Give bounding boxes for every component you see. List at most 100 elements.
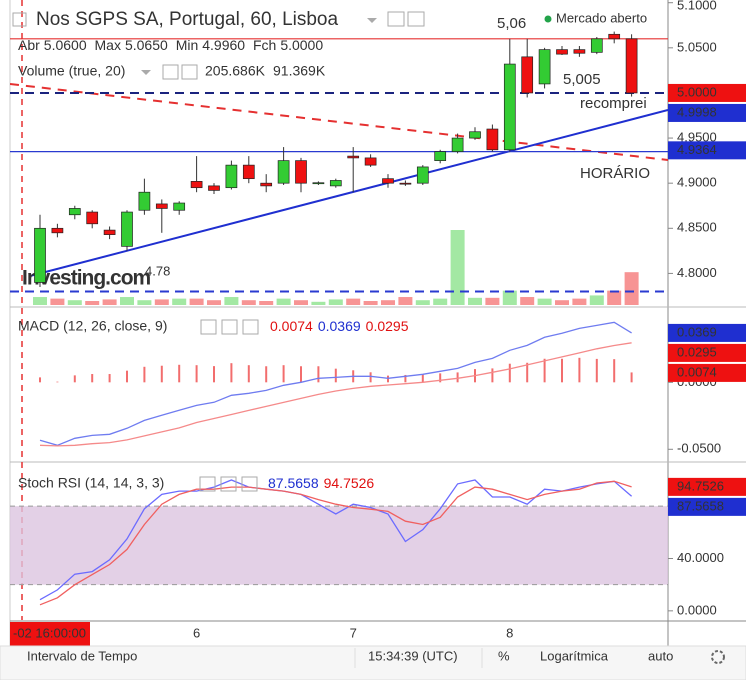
candle-body: [590, 38, 603, 53]
candle-body: [329, 180, 342, 187]
macd-value: 0.0369: [318, 318, 361, 334]
settings-icon[interactable]: [181, 64, 198, 80]
candle-body: [225, 164, 238, 189]
x-tick-label: 6: [193, 625, 200, 640]
volume-bar: [363, 301, 378, 305]
k-value: 87.5658: [268, 475, 319, 491]
dropdown-caret[interactable]: [141, 70, 151, 75]
ohlc-value: 5.0650: [125, 37, 168, 53]
indicator-line: [39, 479, 633, 601]
volume-bar: [311, 301, 326, 305]
macd-title: MACD (12, 26, close, 9): [18, 318, 167, 334]
settings-icon[interactable]: [220, 476, 237, 492]
candle-body: [173, 202, 186, 211]
close-icon[interactable]: [242, 319, 259, 335]
line-label: 5,06: [497, 15, 526, 32]
candle-body: [538, 49, 551, 85]
eye-icon[interactable]: [200, 319, 217, 335]
volume-bar: [50, 298, 65, 305]
volume-bar: [624, 272, 639, 305]
ohlc-label: Abr: [18, 37, 40, 53]
clock: 15:34:39 (UTC): [368, 648, 458, 663]
line-label: 4.78: [145, 263, 170, 278]
eye-icon[interactable]: [387, 11, 405, 27]
volume-bar: [502, 290, 517, 305]
price-marker-label: 87.5658: [677, 498, 724, 513]
volume-bar: [172, 298, 187, 305]
candle-body: [416, 166, 429, 184]
candle-body: [68, 208, 81, 216]
histogram-value: 0.0074: [270, 318, 313, 334]
volume-title: Volume (true, 20): [18, 63, 125, 79]
candle-body: [503, 63, 516, 151]
x-tick-label: 7: [350, 625, 357, 640]
y-tick-label: 5.1000: [677, 0, 717, 12]
auto-button[interactable]: auto: [648, 648, 673, 663]
ohlc-value: 5.0000: [280, 37, 323, 53]
price-marker: [668, 477, 746, 496]
watermark: Investing.com: [22, 267, 151, 290]
stoch-legend: 87.5658 94.7526: [268, 475, 374, 491]
price-marker-label: 0.0369: [677, 324, 717, 339]
price-marker: [668, 103, 746, 122]
volume-bar: [485, 297, 500, 305]
stoch-title: Stoch RSI (14, 14, 3, 3): [18, 475, 164, 491]
chart-title: Nos SGPS SA, Portugal, 60, Lisboa: [36, 9, 338, 30]
eye-icon[interactable]: [162, 64, 179, 80]
indicator-line: [39, 480, 632, 606]
volume-bar: [450, 230, 465, 305]
volume-bar: [520, 297, 535, 305]
percent-button[interactable]: %: [498, 648, 510, 663]
ohlc-value: 5.0600: [44, 37, 87, 53]
dropdown-caret[interactable]: [367, 18, 377, 23]
volume-bar: [468, 297, 482, 305]
y-tick-label: 4.9500: [677, 129, 717, 144]
ohlc-label: Min: [176, 37, 199, 53]
ohlc-legend: Abr 5.0600 Max 5.0650 Min 4.9960 Fch 5.0000: [18, 37, 323, 53]
candle-body: [103, 229, 116, 235]
price-marker-label: 4.9364: [677, 142, 717, 157]
candle-body: [190, 181, 203, 189]
y-tick-label: 5.0500: [677, 39, 717, 54]
candle-body: [34, 227, 46, 283]
eye-icon[interactable]: [199, 476, 216, 492]
candle-body: [382, 178, 394, 184]
line-label: HORÁRIO: [580, 165, 650, 182]
volume-bar: [154, 299, 169, 305]
candle-body: [486, 128, 499, 151]
volume-bar: [381, 300, 395, 305]
plot-area: 5,06 recomprei HORÁRIO 4.78 5,005 Investing.c…: [10, 0, 668, 620]
y-tick-label: 4.9000: [677, 175, 717, 190]
volume-bar: [294, 300, 308, 305]
settings-icon[interactable]: [407, 11, 425, 27]
annotation: 5,005: [563, 71, 601, 88]
y-tick-label: 4.8500: [677, 220, 717, 235]
symbol-icon[interactable]: [12, 12, 27, 27]
candle-body: [51, 227, 64, 234]
y-tick-label: 40.0000: [677, 550, 724, 565]
candle-body: [86, 211, 99, 225]
volume-bar: [67, 300, 82, 305]
price-marker: [668, 323, 746, 342]
volume-ma: 91.369K: [273, 63, 326, 79]
volume-bar: [537, 298, 552, 305]
range-button[interactable]: Intervalo de Tempo: [27, 648, 137, 663]
indicator-line: [39, 342, 632, 447]
trend-line-up: [29, 109, 668, 277]
settings-icon[interactable]: [221, 319, 238, 335]
volume-bar: [555, 300, 569, 305]
volume-bar: [607, 290, 622, 305]
candle-body: [556, 49, 568, 55]
close-icon[interactable]: [241, 476, 258, 492]
candle-body: [208, 185, 220, 191]
volume-bar: [589, 295, 604, 305]
candle-body: [521, 56, 534, 94]
y-tick-label: -0.0500: [677, 441, 721, 456]
market-status: Mercado aberto: [556, 10, 647, 25]
candle-body: [260, 182, 273, 187]
volume-bar: [102, 299, 117, 305]
log-button[interactable]: Logarítmica: [540, 648, 609, 663]
cursor-time: -02 16:00:00: [13, 625, 86, 640]
settings-button[interactable]: [711, 650, 725, 664]
price-marker: [668, 363, 746, 382]
